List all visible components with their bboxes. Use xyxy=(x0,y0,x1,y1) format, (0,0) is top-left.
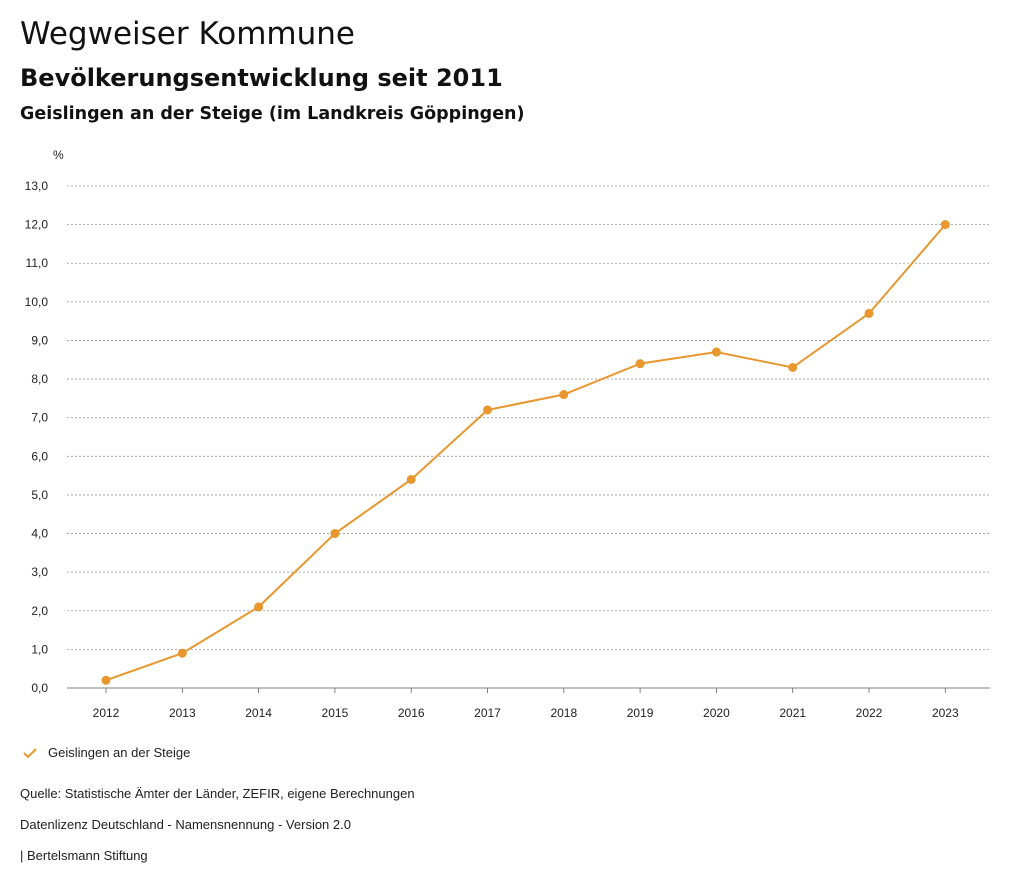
data-point[interactable] xyxy=(177,648,187,658)
y-tick-label: 12,0 xyxy=(25,218,49,232)
data-point[interactable] xyxy=(559,390,569,400)
y-tick-label: 8,0 xyxy=(31,372,48,386)
y-tick-label: 10,0 xyxy=(25,295,49,309)
x-tick-label: 2018 xyxy=(550,706,577,720)
data-point[interactable] xyxy=(788,362,798,372)
y-tick-label: 9,0 xyxy=(31,333,48,347)
x-tick-label: 2020 xyxy=(703,706,730,720)
x-tick-label: 2022 xyxy=(856,706,883,720)
legend[interactable]: Geislingen an der Steige xyxy=(22,745,190,760)
credit-note: | Bertelsmann Stiftung xyxy=(20,848,148,863)
source-note: Quelle: Statistische Ämter der Länder, Z… xyxy=(20,786,415,801)
y-tick-label: 0,0 xyxy=(31,681,48,695)
region-title: Geislingen an der Steige (im Landkreis G… xyxy=(20,104,525,124)
x-tick-label: 2021 xyxy=(779,706,806,720)
y-tick-label: 11,0 xyxy=(26,256,49,270)
line-chart: % 0,0 1,0 2,0 3,0 4,0 5,0 6,0 7,0 8,0 9,0 10,0 11,0… xyxy=(25,148,990,720)
series-line xyxy=(105,223,947,682)
data-point[interactable] xyxy=(864,308,874,318)
x-axis-ticks: 2012 2013 2014 2015 2016 2017 2018 2019 2020 2021… xyxy=(67,687,990,720)
y-tick-label: 6,0 xyxy=(31,449,48,463)
y-tick-label: 2,0 xyxy=(31,604,48,618)
y-tick-label: 13,0 xyxy=(25,179,49,193)
data-point[interactable] xyxy=(635,359,645,369)
x-tick-label: 2013 xyxy=(169,706,196,720)
y-tick-label: 5,0 xyxy=(31,488,48,502)
y-tick-label: 1,0 xyxy=(31,642,48,656)
license-note: Datenlizenz Deutschland - Namensnennung … xyxy=(20,817,351,832)
grid-lines xyxy=(67,185,990,689)
y-axis-unit-label: % xyxy=(53,148,64,162)
data-point[interactable] xyxy=(406,474,416,484)
series-geislingen xyxy=(101,220,950,685)
x-tick-label: 2023 xyxy=(932,706,959,720)
data-point[interactable] xyxy=(101,675,111,685)
x-tick-label: 2016 xyxy=(398,706,425,720)
x-tick-label: 2015 xyxy=(322,706,349,720)
chart-subtitle: Bevölkerungsentwicklung seit 2011 xyxy=(20,64,503,92)
y-tick-label: 4,0 xyxy=(31,527,48,541)
data-point[interactable] xyxy=(254,602,264,612)
x-tick-label: 2014 xyxy=(245,706,272,720)
x-tick-label: 2019 xyxy=(627,706,654,720)
y-tick-label: 7,0 xyxy=(31,411,48,425)
data-point[interactable] xyxy=(483,405,492,415)
y-axis-ticks: 0,0 1,0 2,0 3,0 4,0 5,0 6,0 7,0 8,0 9,0 10,0 11,0 12… xyxy=(25,179,49,695)
data-point[interactable] xyxy=(940,220,950,230)
x-tick-label: 2017 xyxy=(474,706,501,720)
x-tick-label: 2012 xyxy=(93,706,120,720)
checkmark-icon xyxy=(23,747,37,758)
data-point[interactable] xyxy=(711,347,721,357)
legend-label: Geislingen an der Steige xyxy=(48,745,191,760)
y-tick-label: 3,0 xyxy=(31,565,48,579)
data-point[interactable] xyxy=(330,529,340,539)
page-title: Wegweiser Kommune xyxy=(20,16,355,52)
